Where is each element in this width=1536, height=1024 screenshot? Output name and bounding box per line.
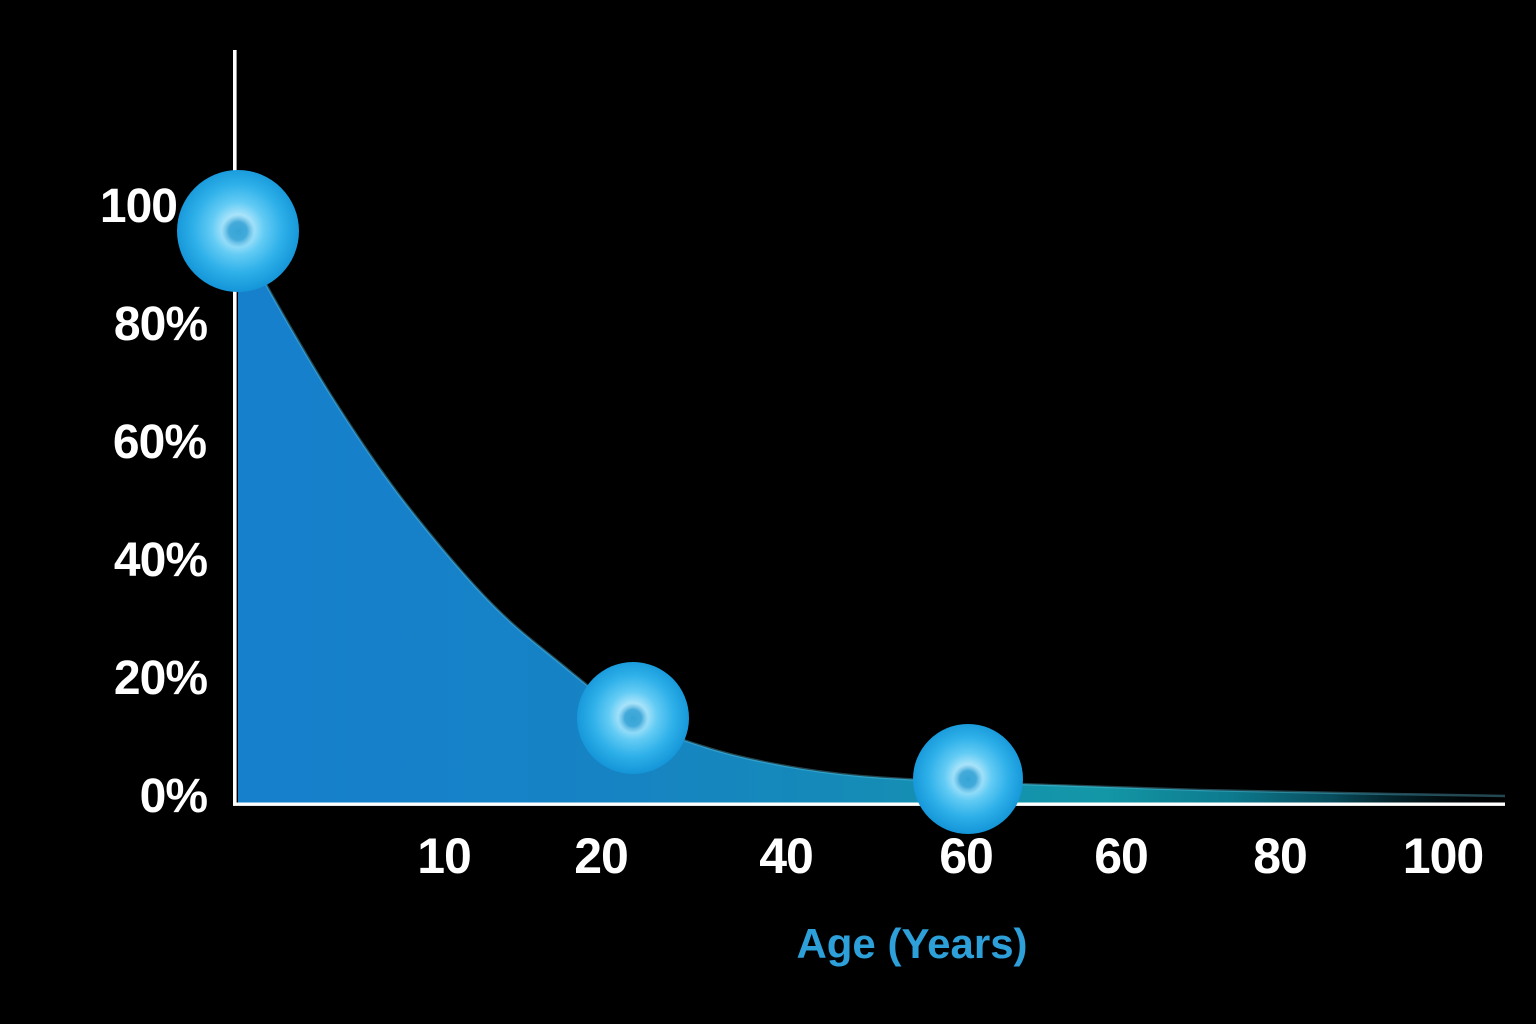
area-fill [238,231,1505,804]
curve-highlight [236,230,1506,798]
x-tick-label: 100 [1403,828,1483,884]
x-axis-title: Age (Years) [796,920,1028,967]
y-tick-label: 80% [114,298,207,351]
y-tick-label: 0% [140,770,208,823]
y-tick-label: 40% [114,534,207,587]
data-point-marker [913,724,1023,834]
x-axis-line [233,802,1505,806]
x-tick-label: 60 [939,828,993,884]
x-tick-label: 60 [1094,828,1148,884]
y-tick-label: 20% [114,652,207,705]
marker-center-dot [221,214,255,248]
x-tick-label: 20 [574,828,628,884]
data-point-marker [177,170,299,292]
y-tick-label: 60% [113,416,206,469]
x-tick-label: 80 [1253,828,1307,884]
data-point-marker [577,662,689,774]
y-tick-label: 100 [100,180,177,233]
marker-center-dot [953,764,983,794]
x-tick-label: 10 [417,828,471,884]
x-tick-label: 40 [759,828,813,884]
y-axis-line [233,50,237,805]
marker-center-dot [617,702,649,734]
